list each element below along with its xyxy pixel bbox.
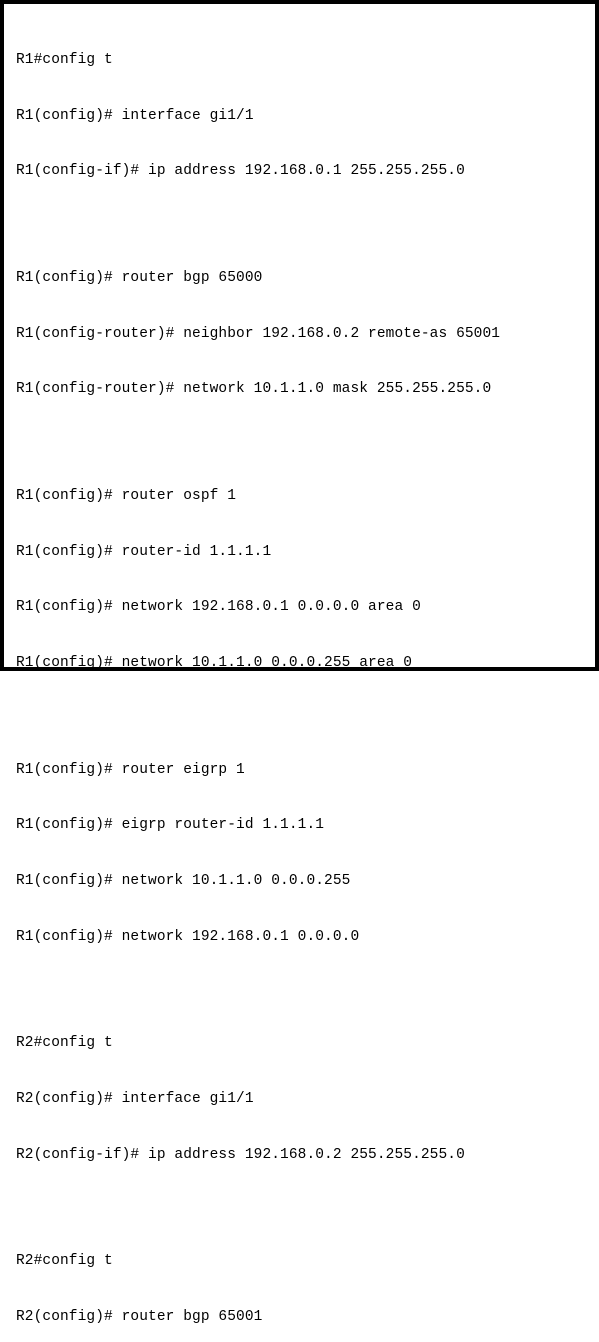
terminal-output: R1#config t R1(config)# interface gi1/1 … [0, 0, 599, 671]
cli-line: R1(config)# router eigrp 1 [16, 761, 583, 780]
cli-line: R2(config-if)# ip address 192.168.0.2 25… [16, 1146, 583, 1165]
cli-line: R1(config-if)# ip address 192.168.0.1 25… [16, 162, 583, 181]
cli-line: R1(config)# interface gi1/1 [16, 107, 583, 126]
cli-line: R1(config)# router bgp 65000 [16, 269, 583, 288]
cli-line: R1(config)# network 10.1.1.0 0.0.0.255 [16, 872, 583, 891]
cli-line: R2(config)# router bgp 65001 [16, 1308, 583, 1327]
cli-line: R1(config)# network 192.168.0.1 0.0.0.0 [16, 928, 583, 947]
cli-line: R1(config)# router-id 1.1.1.1 [16, 543, 583, 562]
cli-line: R1#config t [16, 51, 583, 70]
blank-line [16, 983, 583, 997]
blank-line [16, 218, 583, 232]
blank-line [16, 436, 583, 450]
blank-line [16, 1201, 583, 1215]
cli-line: R1(config)# router ospf 1 [16, 487, 583, 506]
cli-line: R1(config)# network 10.1.1.0 0.0.0.255 a… [16, 654, 583, 673]
cli-line: R1(config)# eigrp router-id 1.1.1.1 [16, 816, 583, 835]
cli-line: R2#config t [16, 1034, 583, 1053]
blank-line [16, 710, 583, 724]
cli-line: R2(config)# interface gi1/1 [16, 1090, 583, 1109]
cli-line: R1(config-router)# network 10.1.1.0 mask… [16, 380, 583, 399]
cli-line: R1(config)# network 192.168.0.1 0.0.0.0 … [16, 598, 583, 617]
cli-line: R2#config t [16, 1252, 583, 1271]
cli-line: R1(config-router)# neighbor 192.168.0.2 … [16, 325, 583, 344]
